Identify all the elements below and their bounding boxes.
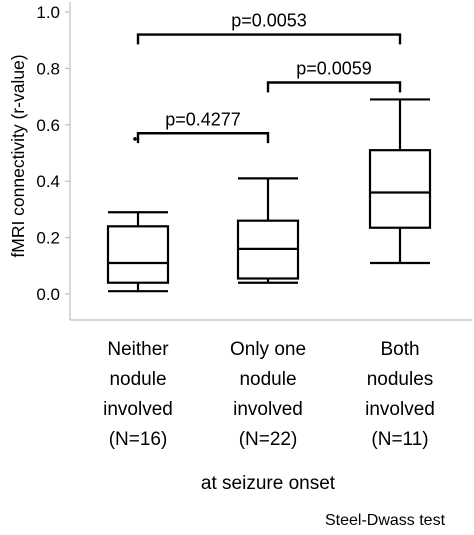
x-category-label: Only one nodule involved (N=22): [230, 339, 306, 450]
plot-axes: [69, 2, 472, 321]
x-category-line: nodules: [367, 369, 434, 390]
y-tick-label: 0.2: [36, 229, 60, 248]
y-tick-label: 1.0: [36, 3, 60, 22]
x-category-line: nodule: [239, 369, 296, 390]
x-categories: Neither nodule involved (N=16) Only one nodul…: [103, 339, 435, 450]
x-category-line: (N=11): [371, 429, 428, 450]
box-group: [106, 137, 170, 293]
y-tick-label: 0.0: [36, 285, 60, 304]
x-category-line: involved: [233, 399, 303, 420]
comparison-bracket: [136, 132, 270, 144]
x-category-line: (N=16): [109, 429, 168, 450]
footnote: Steel-Dwass test: [325, 512, 446, 529]
significance-brackets: p=0.4277 p=0.0059 p=0.0053: [136, 11, 402, 144]
x-category-line: Only one: [230, 339, 306, 360]
p-value-label: p=0.0059: [296, 59, 372, 79]
x-category-line: (N=22): [239, 429, 298, 450]
iqr-box: [368, 149, 432, 229]
y-tick-label: 0.4: [36, 172, 60, 191]
y-ticks: 0.0 0.2 0.4 0.6 0.8 1.0: [36, 3, 70, 304]
x-category-line: involved: [103, 399, 173, 420]
comparison-bracket: [136, 33, 402, 45]
p-value-label: p=0.4277: [165, 109, 241, 129]
x-category-line: involved: [365, 399, 435, 420]
box-series: [106, 98, 432, 293]
iqr-box: [106, 225, 170, 284]
x-category-line: Neither: [107, 339, 169, 360]
x-axis-label: at seizure onset: [201, 473, 336, 494]
x-category-label: Both nodules involved (N=11): [365, 339, 435, 450]
comparison-bracket: [266, 81, 402, 93]
box-group: [368, 98, 432, 265]
y-tick-label: 0.6: [36, 116, 60, 135]
y-tick-label: 0.8: [36, 59, 60, 78]
x-category-label: Neither nodule involved (N=16): [103, 339, 173, 450]
x-category-line: nodule: [109, 369, 166, 390]
p-value-label: p=0.0053: [231, 11, 307, 31]
box-group: [236, 177, 300, 284]
y-axis-label: fMRI connectivity (r-value): [8, 54, 28, 257]
x-category-line: Both: [380, 339, 419, 360]
outlier-point: [133, 137, 137, 141]
